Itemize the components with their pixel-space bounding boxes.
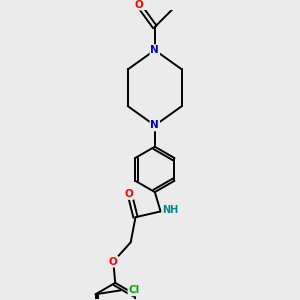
Text: O: O [134,0,143,10]
Text: Cl: Cl [128,285,140,296]
Text: NH: NH [162,206,178,215]
Text: N: N [151,45,159,55]
Text: O: O [109,256,118,267]
Text: O: O [124,189,133,199]
Text: N: N [151,120,159,130]
